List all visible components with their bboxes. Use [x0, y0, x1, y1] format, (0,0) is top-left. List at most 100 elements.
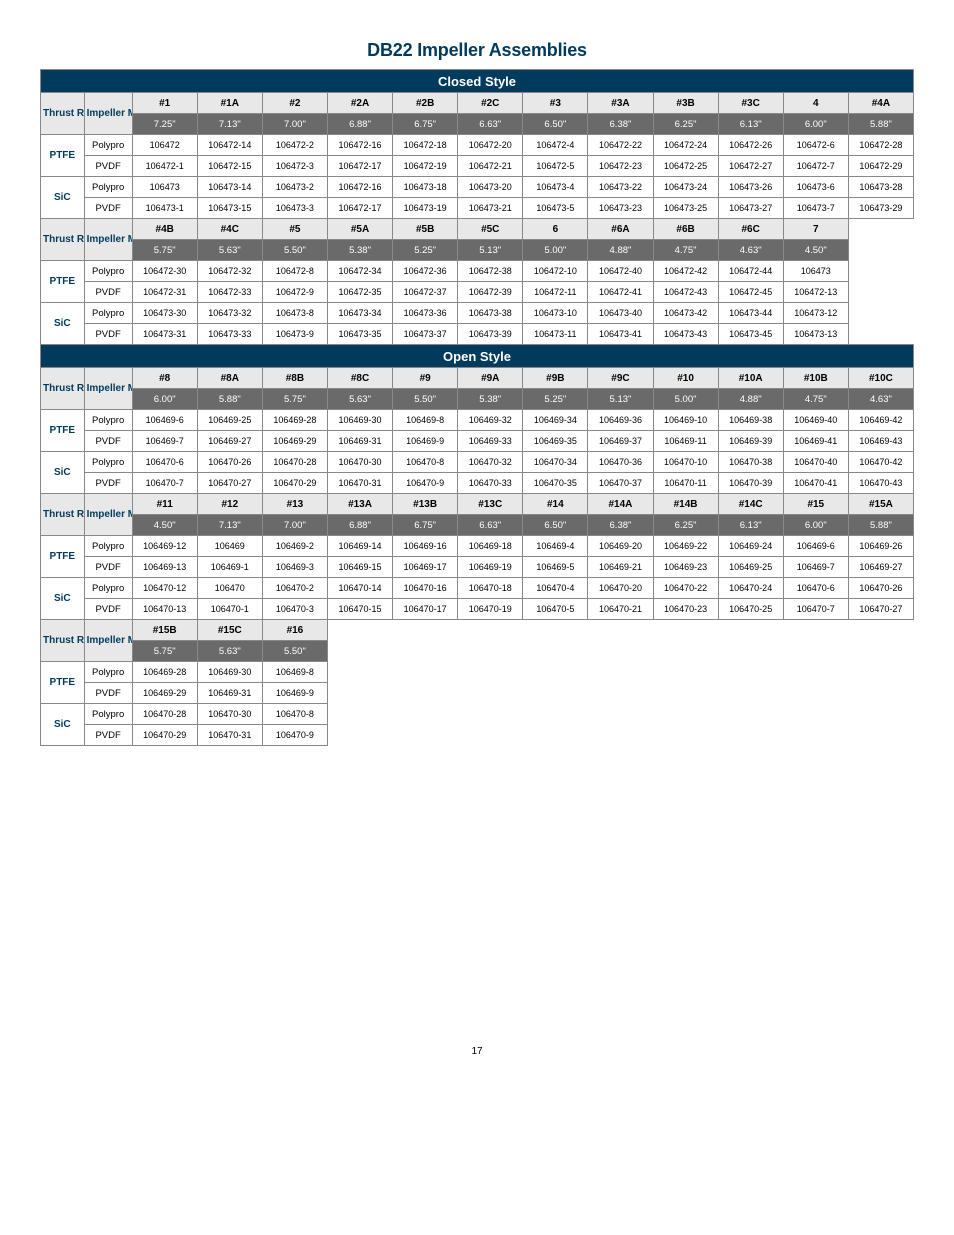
part-number: 106469-16 [393, 536, 458, 557]
part-number: 106469-18 [458, 536, 523, 557]
part-number: 106473-36 [393, 303, 458, 324]
part-number: 106470-16 [393, 578, 458, 599]
part-number: 106472-25 [653, 156, 718, 177]
part-number: 106473-15 [197, 198, 262, 219]
part-number: 106473-13 [783, 324, 848, 345]
column-size: 4.88" [588, 240, 653, 261]
header-thrust-ring: Thrust Ring [41, 368, 85, 410]
part-number: 106472-14 [197, 135, 262, 156]
empty-cell [653, 683, 718, 704]
column-number: #4B [132, 219, 197, 240]
part-number: 106469-9 [262, 683, 327, 704]
thrust-ring-label: SiC [41, 452, 85, 494]
part-number: 106469-12 [132, 536, 197, 557]
material-label: PVDF [84, 282, 132, 303]
empty-cell [327, 683, 392, 704]
part-number: 106470-29 [262, 473, 327, 494]
empty-cell [848, 662, 913, 683]
part-number: 106472-4 [523, 135, 588, 156]
empty-cell [523, 641, 588, 662]
column-number: #1A [197, 93, 262, 114]
material-label: Polypro [84, 662, 132, 683]
column-number: #15A [848, 494, 913, 515]
part-number: 106470-19 [458, 599, 523, 620]
column-size: 5.50" [262, 240, 327, 261]
part-number: 106469-30 [197, 662, 262, 683]
column-number: #3 [523, 93, 588, 114]
material-label: Polypro [84, 135, 132, 156]
part-number: 106470-8 [262, 704, 327, 725]
empty-cell [848, 324, 913, 345]
empty-cell [458, 683, 523, 704]
empty-cell [718, 704, 783, 725]
header-impeller-material: Impeller Material [84, 494, 132, 536]
column-size: 5.88" [848, 515, 913, 536]
part-number: 106470-9 [262, 725, 327, 746]
thrust-ring-label: PTFE [41, 662, 85, 704]
part-number: 106470-33 [458, 473, 523, 494]
page-title: DB22 Impeller Assemblies [40, 40, 914, 61]
empty-cell [523, 662, 588, 683]
part-number: 106469-35 [523, 431, 588, 452]
part-number: 106470-27 [848, 599, 913, 620]
empty-cell [393, 662, 458, 683]
part-number: 106473-23 [588, 198, 653, 219]
column-number: #16 [262, 620, 327, 641]
column-size: 6.75" [393, 114, 458, 135]
part-number: 106469-6 [783, 536, 848, 557]
column-size: 7.00" [262, 515, 327, 536]
part-number: 106470-6 [132, 452, 197, 473]
column-size: 6.50" [523, 515, 588, 536]
material-label: Polypro [84, 410, 132, 431]
part-number: 106473-19 [393, 198, 458, 219]
part-number: 106470-10 [653, 452, 718, 473]
empty-cell [783, 725, 848, 746]
part-number: 106472-17 [327, 156, 392, 177]
material-label: Polypro [84, 578, 132, 599]
column-size: 5.75" [132, 240, 197, 261]
part-number: 106472-13 [783, 282, 848, 303]
part-number: 106472-38 [458, 261, 523, 282]
column-number: #9B [523, 368, 588, 389]
part-number: 106473-12 [783, 303, 848, 324]
part-number: 106469-8 [393, 410, 458, 431]
part-number: 106470-23 [653, 599, 718, 620]
part-number: 106470-7 [132, 473, 197, 494]
empty-cell [393, 725, 458, 746]
part-number: 106469-33 [458, 431, 523, 452]
part-number: 106472-7 [783, 156, 848, 177]
part-number: 106470-1 [197, 599, 262, 620]
empty-cell [327, 725, 392, 746]
part-number: 106472-3 [262, 156, 327, 177]
header-impeller-material: Impeller Material [84, 368, 132, 410]
column-number: #1 [132, 93, 197, 114]
empty-cell [327, 662, 392, 683]
empty-cell [523, 683, 588, 704]
column-number: #13 [262, 494, 327, 515]
part-number: 106472-8 [262, 261, 327, 282]
part-number: 106469 [197, 536, 262, 557]
part-number: 106472-30 [132, 261, 197, 282]
part-number: 106469-4 [523, 536, 588, 557]
empty-cell [458, 620, 523, 641]
part-number: 106470-26 [848, 578, 913, 599]
column-number: #9C [588, 368, 653, 389]
part-number: 106473-6 [783, 177, 848, 198]
column-size: 5.13" [588, 389, 653, 410]
material-label: Polypro [84, 452, 132, 473]
material-label: PVDF [84, 473, 132, 494]
part-number: 106469-21 [588, 557, 653, 578]
part-number: 106473-45 [718, 324, 783, 345]
material-label: PVDF [84, 324, 132, 345]
part-number: 106470-20 [588, 578, 653, 599]
thrust-ring-label: PTFE [41, 410, 85, 452]
part-number: 106473-5 [523, 198, 588, 219]
part-number: 106473-3 [262, 198, 327, 219]
part-number: 106470-36 [588, 452, 653, 473]
part-number: 106472-36 [393, 261, 458, 282]
empty-cell [393, 620, 458, 641]
column-size: 6.38" [588, 515, 653, 536]
header-thrust-ring: Thrust Ring [41, 219, 85, 261]
material-label: PVDF [84, 725, 132, 746]
column-size: 6.88" [327, 114, 392, 135]
